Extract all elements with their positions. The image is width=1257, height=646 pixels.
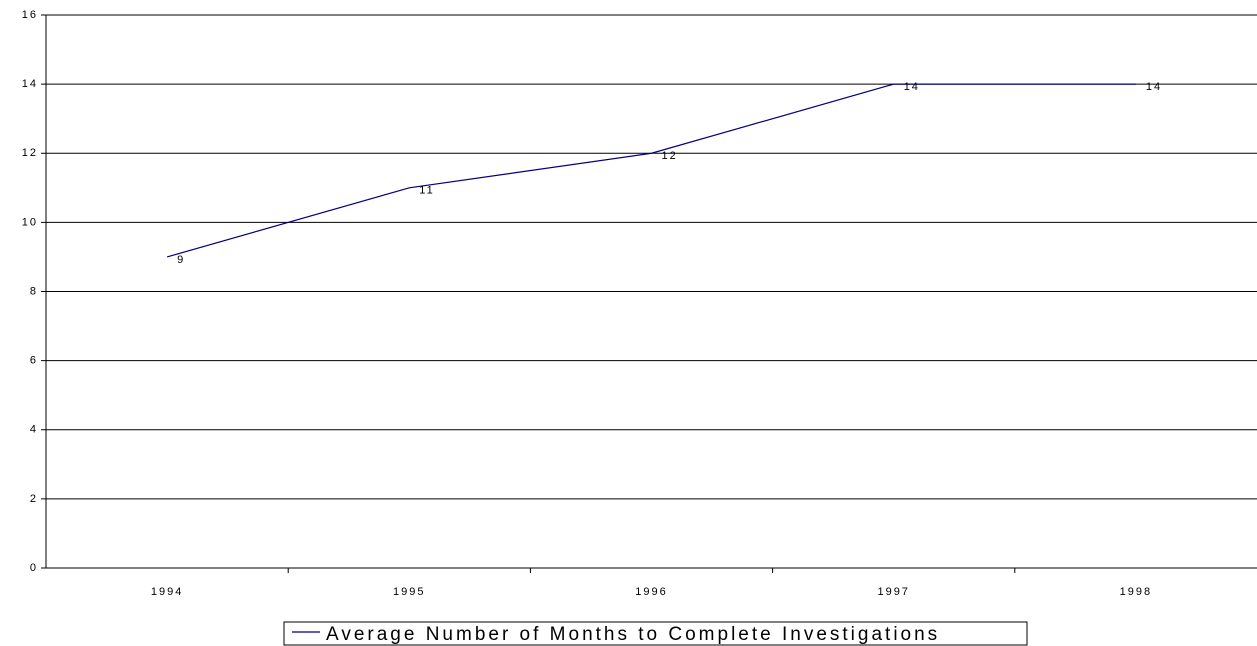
data-label: 14 <box>1146 81 1162 93</box>
y-tick-label: 2 <box>30 493 38 505</box>
data-label: 11 <box>419 185 434 197</box>
y-tick-label: 16 <box>22 9 38 21</box>
y-tick-label: 8 <box>30 285 38 297</box>
y-tick-label: 10 <box>22 216 38 228</box>
y-tick-label: 0 <box>30 562 38 574</box>
data-label: 9 <box>177 254 185 266</box>
y-tick-label: 4 <box>30 424 38 436</box>
x-tick-label: 1998 <box>1120 586 1152 598</box>
x-tick-label: 1995 <box>393 586 425 598</box>
x-tick-label: 1996 <box>635 586 667 598</box>
y-tick-label: 6 <box>30 355 38 367</box>
legend-label: Average Number of Months to Complete Inv… <box>326 624 940 645</box>
data-label: 12 <box>662 150 678 162</box>
x-tick-label: 1994 <box>151 586 183 598</box>
x-tick-label: 1997 <box>877 586 909 598</box>
y-tick-label: 12 <box>22 147 38 159</box>
legend-box <box>283 621 1028 646</box>
data-label: 14 <box>904 81 920 93</box>
data-line <box>166 83 1136 258</box>
y-tick-label: 14 <box>22 78 38 90</box>
